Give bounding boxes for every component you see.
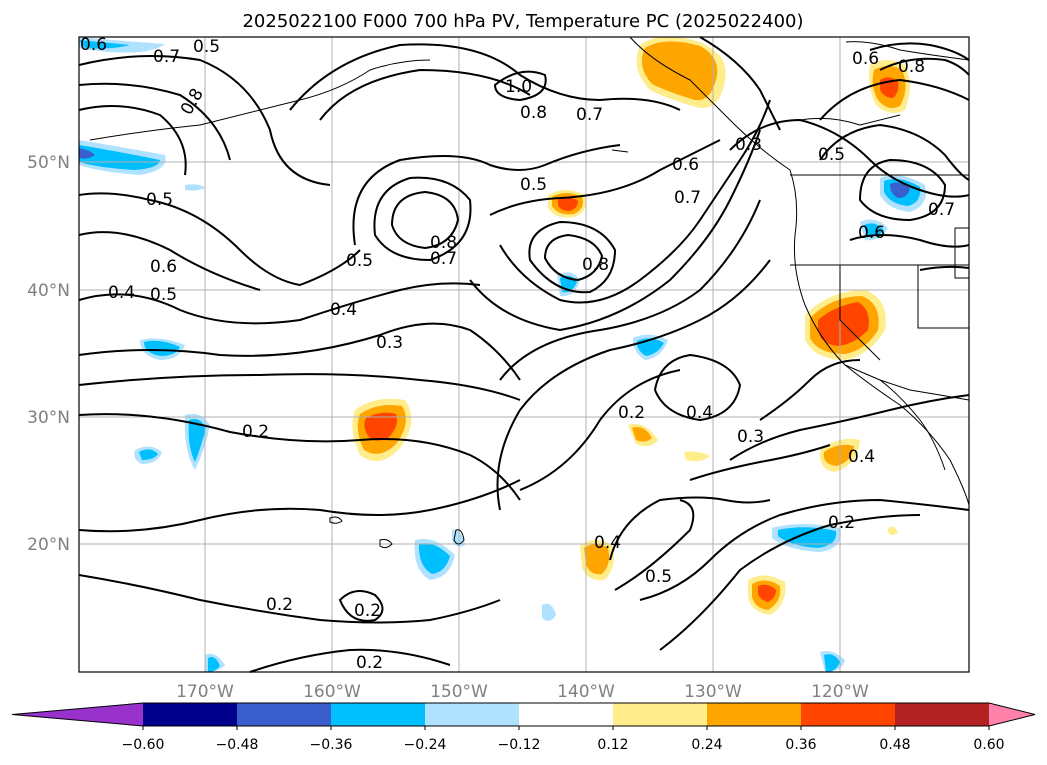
colorbar-tick-label: 0.36 <box>785 737 816 753</box>
contour-label: 0.4 <box>594 533 621 553</box>
map-border <box>78 36 970 673</box>
contour-label: 0.8 <box>430 233 457 253</box>
contour-label: 0.3 <box>376 333 403 353</box>
colorbar-segment <box>519 703 614 726</box>
contour-label: 0.7 <box>928 200 955 220</box>
colorbar-segment <box>801 703 896 726</box>
colorbar-tick-label: 0.60 <box>973 737 1004 753</box>
contour-label: 0.6 <box>150 257 177 277</box>
colorbar: −0.60 −0.48 −0.36 −0.24 −0.12 0.12 0.24 0.36 0.4… <box>11 702 1036 753</box>
latitude-label: 50°N <box>27 153 70 173</box>
contour-label: 0.5 <box>150 285 177 305</box>
longitude-label: 150°W <box>430 682 488 702</box>
colorbar-tick-label: 0.48 <box>879 737 910 753</box>
contour-label: 0.5 <box>193 37 220 57</box>
contour-label: 0.4 <box>686 403 713 423</box>
contour-labels: 0.6 0.5 0.7 0.8 1.0 0.8 0.7 0.5 0.6 0.3 … <box>80 35 955 673</box>
contour-label: 0.7 <box>153 47 180 67</box>
latitude-label: 20°N <box>27 535 70 555</box>
latitude-axis: 50°N 40°N 30°N 20°N <box>27 153 70 555</box>
latitude-label: 40°N <box>27 281 70 301</box>
contour-label: 0.4 <box>848 447 875 467</box>
contour-label: 0.6 <box>858 223 885 243</box>
coastlines <box>89 36 970 549</box>
contour-label: 0.2 <box>618 403 645 423</box>
contour-label: 0.7 <box>430 249 457 269</box>
colorbar-tick-label: −0.60 <box>122 737 165 753</box>
contour-label: 0.8 <box>898 57 925 77</box>
longitude-label: 170°W <box>176 682 234 702</box>
contour-label: 0.2 <box>828 513 855 533</box>
contour-label: 0.3 <box>737 427 764 447</box>
contour-label: 0.5 <box>520 175 547 195</box>
colorbar-tick-label: 0.12 <box>597 737 628 753</box>
colorbar-segment <box>707 703 802 726</box>
colorbar-segment <box>613 703 708 726</box>
colorbar-tick-label: 0.24 <box>691 737 722 753</box>
contour-label: 0.5 <box>346 251 373 271</box>
temperature-shading <box>79 36 926 672</box>
colorbar-segment <box>425 703 520 726</box>
contour-label: 0.2 <box>356 653 383 673</box>
colorbar-tick-label: −0.12 <box>498 737 541 753</box>
longitude-label: 140°W <box>557 682 615 702</box>
contour-label: 0.8 <box>520 103 547 123</box>
longitude-label: 160°W <box>303 682 361 702</box>
latitude-label: 30°N <box>27 408 70 428</box>
longitude-label: 130°W <box>684 682 742 702</box>
longitude-label: 120°W <box>811 682 869 702</box>
longitude-axis: 170°W 160°W 150°W 140°W 130°W 120°W <box>176 682 869 702</box>
colorbar-segment <box>895 703 990 726</box>
colorbar-segment <box>331 703 426 726</box>
contour-label: 0.5 <box>146 190 173 210</box>
map-panel: 0.6 0.5 0.7 0.8 1.0 0.8 0.7 0.5 0.6 0.3 … <box>78 35 970 673</box>
colorbar-tick-label: −0.36 <box>310 737 353 753</box>
pv-contours <box>78 36 970 673</box>
colorbar-segment <box>143 703 238 726</box>
contour-label: 0.4 <box>108 283 135 303</box>
contour-label: 0.7 <box>674 188 701 208</box>
contour-label: 0.4 <box>330 300 357 320</box>
contour-label: 0.3 <box>735 135 762 155</box>
contour-label: 0.6 <box>80 35 107 55</box>
contour-label: 0.2 <box>266 595 293 615</box>
contour-label: 0.8 <box>582 255 609 275</box>
contour-label: 0.5 <box>818 145 845 165</box>
contour-label: 0.6 <box>672 155 699 175</box>
contour-label: 0.2 <box>354 601 381 621</box>
colorbar-extend-high <box>989 703 1035 726</box>
contour-label: 0.5 <box>645 567 672 587</box>
contour-label: 1.0 <box>505 77 532 97</box>
contour-label: 0.6 <box>852 49 879 69</box>
contour-label: 0.7 <box>576 105 603 125</box>
colorbar-tick-label: −0.24 <box>404 737 447 753</box>
colorbar-segment <box>237 703 332 726</box>
map-title: 2025022100 F000 700 hPa PV, Temperature … <box>242 11 803 32</box>
contour-label: 0.2 <box>242 422 269 442</box>
colorbar-extend-low <box>12 703 143 726</box>
colorbar-tick-label: −0.48 <box>216 737 259 753</box>
